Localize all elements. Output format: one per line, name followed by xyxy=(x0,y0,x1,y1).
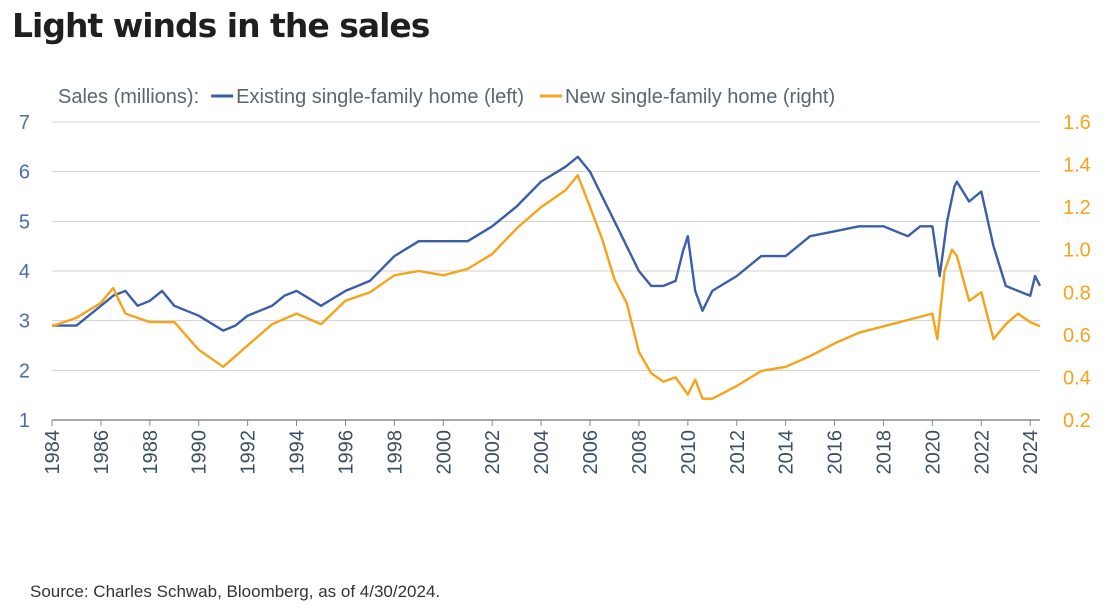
right-tick-label: 0.6 xyxy=(1063,325,1091,347)
series-line-new xyxy=(51,174,1041,400)
right-axis-ticks: 0.2 0.4 0.6 0.8 1.0 1.2 1.4 1.6 xyxy=(1063,112,1091,432)
left-tick-label: 6 xyxy=(19,162,30,184)
left-axis-ticks: 1 2 3 4 5 6 7 xyxy=(19,112,30,432)
x-tick-label: 2012 xyxy=(727,430,749,475)
legend-label-existing: Existing single-family home (left) xyxy=(236,86,524,108)
x-tick-label: 2006 xyxy=(580,430,602,475)
chart: Sales (millions): Existing single-family… xyxy=(19,86,1091,475)
x-tick-label: 1984 xyxy=(42,430,64,475)
left-tick-label: 4 xyxy=(19,261,30,283)
x-tick-label: 1992 xyxy=(238,430,260,475)
x-tick-label: 2016 xyxy=(825,430,847,475)
x-tick-label: 2024 xyxy=(1020,430,1042,475)
x-tick-label: 2004 xyxy=(531,430,553,475)
left-tick-label: 3 xyxy=(19,311,30,333)
series-line-existing xyxy=(52,155,1042,332)
x-axis-ticks: 1984 1986 1988 1990 1992 1994 1996 1998 2000 2002… xyxy=(42,420,1042,475)
x-tick-label: 1994 xyxy=(287,430,309,475)
legend-label-new: New single-family home (right) xyxy=(565,86,835,108)
right-tick-label: 1.4 xyxy=(1063,155,1091,177)
x-tick-label: 2000 xyxy=(433,430,455,475)
right-tick-label: 1.6 xyxy=(1063,112,1091,134)
series-lines xyxy=(51,155,1042,400)
x-tick-label: 2002 xyxy=(482,430,504,475)
gridlines xyxy=(52,121,1040,421)
x-tick-label: 2020 xyxy=(922,430,944,475)
x-tick-label: 2018 xyxy=(873,430,895,475)
left-tick-label: 2 xyxy=(19,360,30,382)
legend-prefix: Sales (millions): xyxy=(58,86,199,108)
right-tick-label: 0.8 xyxy=(1063,282,1091,304)
x-tick-label: 1988 xyxy=(140,430,162,475)
x-tick-label: 1986 xyxy=(91,430,113,475)
source-note: Source: Charles Schwab, Bloomberg, as of… xyxy=(30,582,441,601)
left-tick-label: 1 xyxy=(19,410,30,432)
chart-legend: Sales (millions): Existing single-family… xyxy=(58,86,835,108)
x-tick-label: 2010 xyxy=(678,430,700,475)
right-tick-label: 1.2 xyxy=(1063,197,1091,219)
x-tick-label: 1996 xyxy=(335,430,357,475)
right-tick-label: 0.4 xyxy=(1063,367,1091,389)
left-tick-label: 5 xyxy=(19,211,30,233)
x-tick-label: 2014 xyxy=(776,430,798,475)
right-tick-label: 1.0 xyxy=(1063,240,1091,262)
x-tick-label: 1998 xyxy=(384,430,406,475)
x-tick-label: 1990 xyxy=(189,430,211,475)
right-tick-label: 0.2 xyxy=(1063,410,1091,432)
chart-title: Light winds in the sales xyxy=(12,6,430,45)
left-tick-label: 7 xyxy=(19,112,30,134)
x-tick-label: 2008 xyxy=(629,430,651,475)
x-tick-label: 2022 xyxy=(971,430,993,475)
